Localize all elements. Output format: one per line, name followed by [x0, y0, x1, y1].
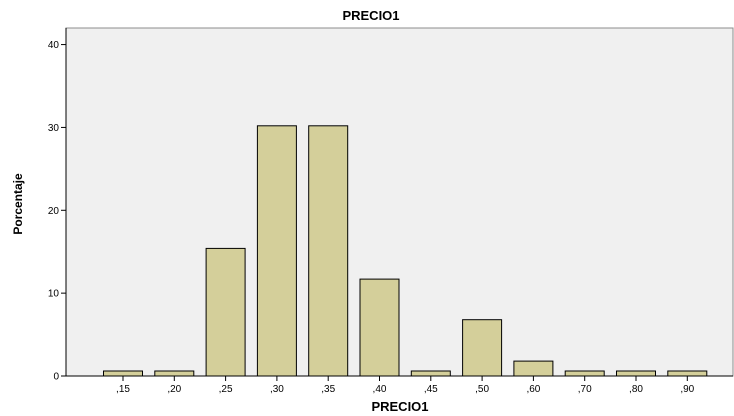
- bar-70: [564, 370, 605, 377]
- x-tick-label: ,90: [680, 384, 694, 395]
- bar-80: [616, 370, 656, 377]
- y-tick-label: 30: [48, 123, 60, 134]
- x-tick-label: ,15: [116, 384, 130, 395]
- bar-50: [462, 319, 503, 377]
- bar-60: [513, 360, 554, 377]
- bar-90: [667, 370, 708, 377]
- bar-20: [154, 370, 195, 377]
- bars-group: [103, 125, 708, 377]
- bar-40: [359, 278, 400, 377]
- x-tick-label: ,50: [475, 384, 489, 395]
- x-tick-label: ,45: [424, 384, 438, 395]
- y-axis-label: Porcentaje: [11, 173, 25, 235]
- y-tick-label: 40: [48, 40, 60, 51]
- y-tick-label: 20: [48, 206, 60, 217]
- chart-title: PRECIO1: [342, 8, 399, 23]
- bar-45: [410, 370, 451, 377]
- y-tick-label: 10: [48, 289, 60, 300]
- x-axis-label: PRECIO1: [371, 399, 428, 414]
- x-ticks-group: ,15 ,20 ,25 ,30 ,35 ,40 ,45 ,50 ,60 ,70 ,80 ,90: [116, 376, 695, 395]
- bar-30: [256, 125, 297, 377]
- x-tick-label: ,35: [321, 384, 335, 395]
- bar-15: [103, 370, 143, 377]
- bar-35: [308, 125, 349, 377]
- x-tick-label: ,25: [219, 384, 233, 395]
- x-tick-label: ,60: [526, 384, 540, 395]
- x-tick-label: ,20: [167, 384, 181, 395]
- x-tick-label: ,70: [578, 384, 592, 395]
- y-tick-label: 0: [53, 372, 59, 383]
- x-tick-label: ,80: [629, 384, 643, 395]
- x-tick-label: ,40: [373, 384, 387, 395]
- y-ticks-group: 0 10 20 30 40: [48, 40, 66, 383]
- bar-25: [205, 247, 246, 377]
- x-tick-label: ,30: [270, 384, 284, 395]
